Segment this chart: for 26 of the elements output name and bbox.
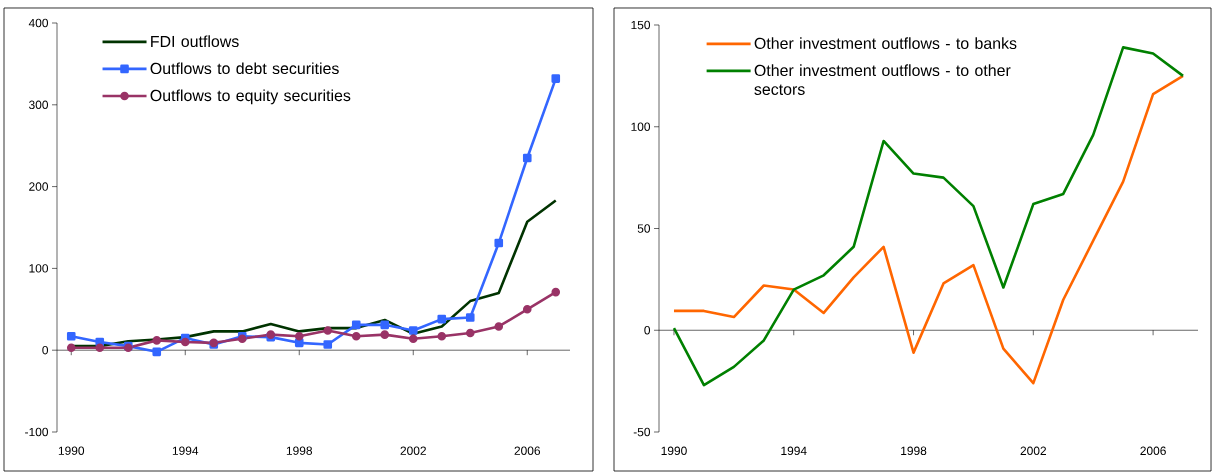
- x-tick-label: 1994: [781, 446, 807, 456]
- y-tick-label: -100: [25, 427, 49, 437]
- x-tick-label: 1998: [901, 446, 927, 456]
- y-tick-label: 100: [29, 264, 49, 273]
- x-tick-label: 2006: [1140, 446, 1166, 456]
- x-tick-label: 2002: [1020, 446, 1047, 456]
- x-tick-label: 1990: [661, 446, 687, 456]
- y-tick-label: -50: [633, 427, 651, 437]
- y-tick-label: 50: [637, 224, 651, 233]
- x-tick-label: 1998: [286, 446, 313, 455]
- legend-label: Outflows to equity securities: [150, 89, 351, 105]
- legend-label: FDI outflows: [151, 35, 239, 48]
- x-tick-label: 1994: [172, 446, 199, 455]
- legend-label: Other investment outflows - to other sectors: [754, 64, 1011, 95]
- y-tick-label: 300: [29, 100, 49, 110]
- y-tick-label: 100: [631, 122, 651, 131]
- y-tick-label: 0: [644, 326, 651, 335]
- y-tick-label: 0: [42, 345, 49, 355]
- y-tick-label: 150: [631, 20, 651, 30]
- y-tick-label: 400: [28, 18, 49, 28]
- legend-label: Outflows to debt securities: [150, 62, 339, 75]
- y-tick-label: 200: [29, 182, 49, 191]
- x-tick-label: 2006: [514, 446, 541, 455]
- x-tick-label: 1990: [58, 446, 85, 455]
- x-tick-label: 2002: [400, 446, 426, 455]
- legend-label: Other investment outflows - to banks: [754, 37, 1017, 50]
